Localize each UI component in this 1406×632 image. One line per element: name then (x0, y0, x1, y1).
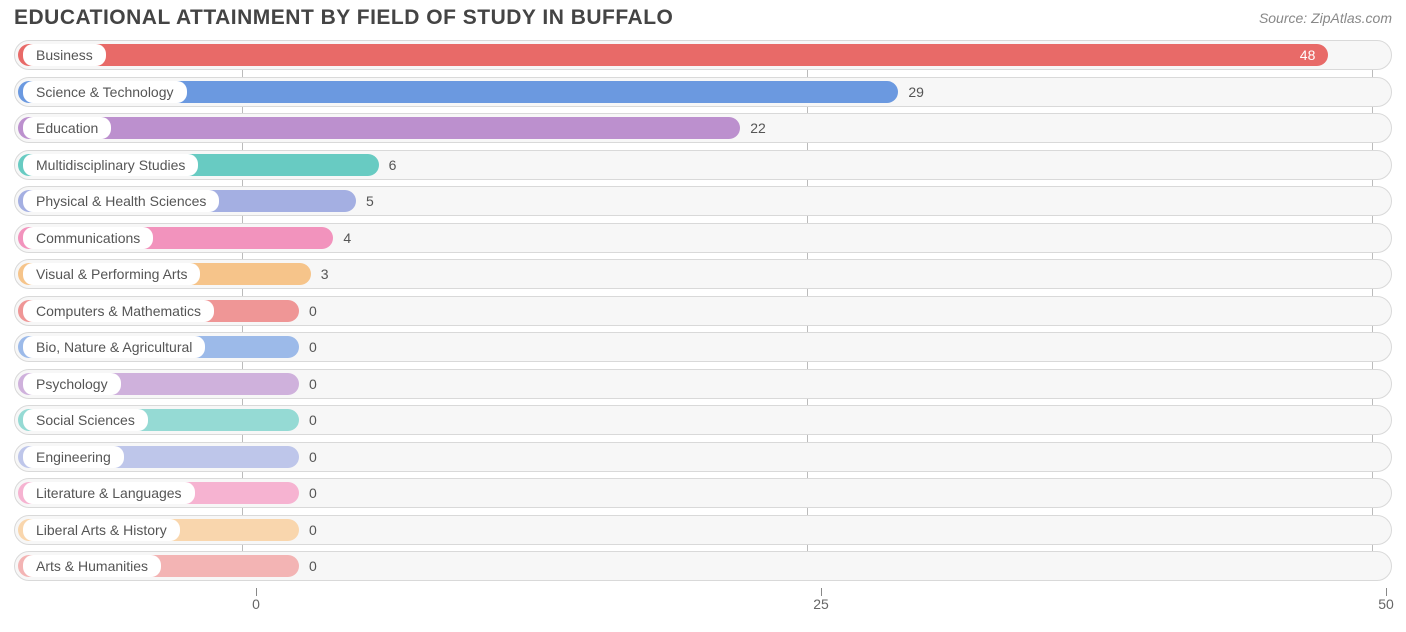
bar-category-label: Arts & Humanities (23, 555, 161, 577)
bar-fill (18, 44, 1328, 66)
bars-container: Business 48 Science & Technology 29 Educatio… (14, 40, 1392, 581)
bar-value-label: 0 (309, 412, 317, 428)
bar-category-label: Communications (23, 227, 153, 249)
bar-category-label: Physical & Health Sciences (23, 190, 219, 212)
bar-row: Computers & Mathematics 0 (14, 296, 1392, 326)
bar-row: Social Sciences 0 (14, 405, 1392, 435)
bar-value-label: 4 (343, 230, 351, 246)
axis-tick (821, 588, 822, 596)
bar-row: Education 22 (14, 113, 1392, 143)
bar-row: Communications 4 (14, 223, 1392, 253)
bar-value-label: 0 (309, 449, 317, 465)
bar-category-label: Multidisciplinary Studies (23, 154, 198, 176)
axis-tick (1386, 588, 1387, 596)
axis-tick (256, 588, 257, 596)
bar-category-label: Visual & Performing Arts (23, 263, 200, 285)
bar-category-label: Psychology (23, 373, 121, 395)
bar-row: Psychology 0 (14, 369, 1392, 399)
bar-row: Engineering 0 (14, 442, 1392, 472)
bar-category-label: Computers & Mathematics (23, 300, 214, 322)
bar-value-label: 6 (389, 157, 397, 173)
axis-tick-label: 0 (252, 596, 260, 612)
bar-category-label: Bio, Nature & Agricultural (23, 336, 205, 358)
bar-value-label: 0 (309, 303, 317, 319)
bar-value-label: 0 (309, 485, 317, 501)
bar-value-label: 0 (309, 339, 317, 355)
bar-row: Physical & Health Sciences 5 (14, 186, 1392, 216)
axis-tick-label: 50 (1378, 596, 1394, 612)
bar-row: Science & Technology 29 (14, 77, 1392, 107)
x-axis: 0 25 50 (14, 588, 1392, 618)
bar-category-label: Education (23, 117, 111, 139)
bar-row: Liberal Arts & History 0 (14, 515, 1392, 545)
chart-area: Business 48 Science & Technology 29 Educatio… (0, 40, 1406, 618)
bar-value-label: 0 (309, 376, 317, 392)
bar-value-label: 0 (309, 522, 317, 538)
bar-value-label: 29 (908, 84, 924, 100)
bar-value-label: 22 (750, 120, 766, 136)
bar-row: Visual & Performing Arts 3 (14, 259, 1392, 289)
bar-value-label: 3 (321, 266, 329, 282)
bar-category-label: Literature & Languages (23, 482, 195, 504)
bar-row: Business 48 (14, 40, 1392, 70)
bar-row: Multidisciplinary Studies 6 (14, 150, 1392, 180)
bar-fill (18, 117, 740, 139)
bar-category-label: Liberal Arts & History (23, 519, 180, 541)
bar-value-label: 48 (1300, 47, 1316, 63)
axis-tick-label: 25 (813, 596, 829, 612)
bar-row: Bio, Nature & Agricultural 0 (14, 332, 1392, 362)
bar-value-label: 0 (309, 558, 317, 574)
chart-title: EDUCATIONAL ATTAINMENT BY FIELD OF STUDY… (14, 6, 673, 30)
bar-value-label: 5 (366, 193, 374, 209)
bar-category-label: Business (23, 44, 106, 66)
chart-header: EDUCATIONAL ATTAINMENT BY FIELD OF STUDY… (0, 0, 1406, 40)
bar-category-label: Social Sciences (23, 409, 148, 431)
bar-category-label: Science & Technology (23, 81, 187, 103)
chart-source: Source: ZipAtlas.com (1259, 10, 1392, 26)
bar-row: Arts & Humanities 0 (14, 551, 1392, 581)
bar-row: Literature & Languages 0 (14, 478, 1392, 508)
bar-category-label: Engineering (23, 446, 124, 468)
